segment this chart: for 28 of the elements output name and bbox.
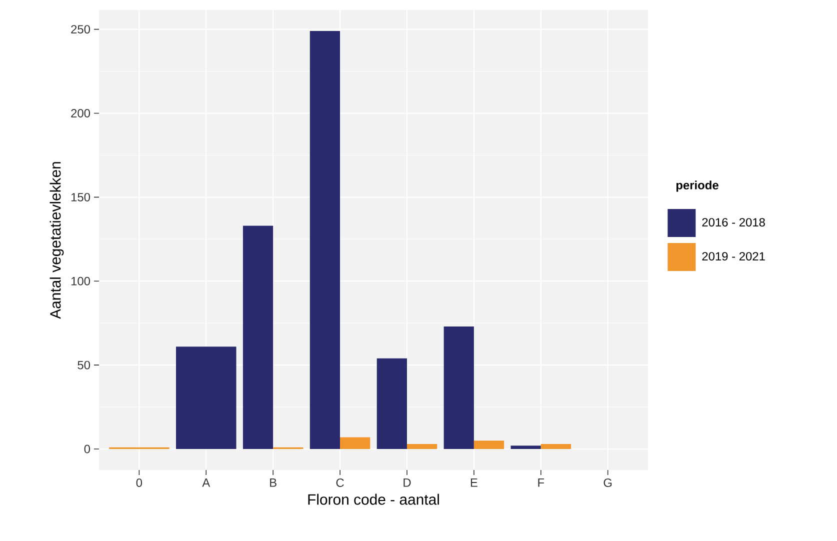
x-tick-label: 0 — [136, 478, 142, 487]
y-tick-label: 150 — [71, 192, 90, 202]
bar — [474, 440, 504, 449]
y-axis-title: Aantal vegetatievlekken — [50, 162, 64, 319]
x-tick-label: B — [270, 478, 276, 487]
bar — [242, 226, 274, 449]
x-tick-label: D — [404, 478, 411, 487]
x-tick-label: C — [336, 478, 344, 487]
bar — [310, 30, 340, 449]
y-tick-label: 200 — [71, 109, 90, 118]
x-axis-title: Floron code - aantal — [308, 494, 439, 505]
y-tick-label: 100 — [71, 276, 90, 286]
x-tick-label: A — [202, 478, 210, 487]
y-tick-label: 0 — [84, 444, 90, 454]
legend-label: 2019 - 2021 — [702, 252, 765, 261]
legend-label: 2016 - 2018 — [702, 218, 765, 227]
bar — [444, 326, 474, 449]
y-tick-label: 250 — [71, 25, 90, 34]
x-tick-label: G — [604, 478, 612, 487]
y-tick-label: 50 — [78, 360, 90, 370]
bar — [376, 358, 407, 449]
x-tick-label: E — [470, 478, 478, 487]
bar — [540, 444, 572, 449]
bar — [340, 437, 370, 449]
bar — [406, 444, 438, 449]
legend-title: periode — [676, 180, 718, 192]
x-tick-label: F — [538, 478, 544, 487]
bar — [510, 446, 541, 449]
